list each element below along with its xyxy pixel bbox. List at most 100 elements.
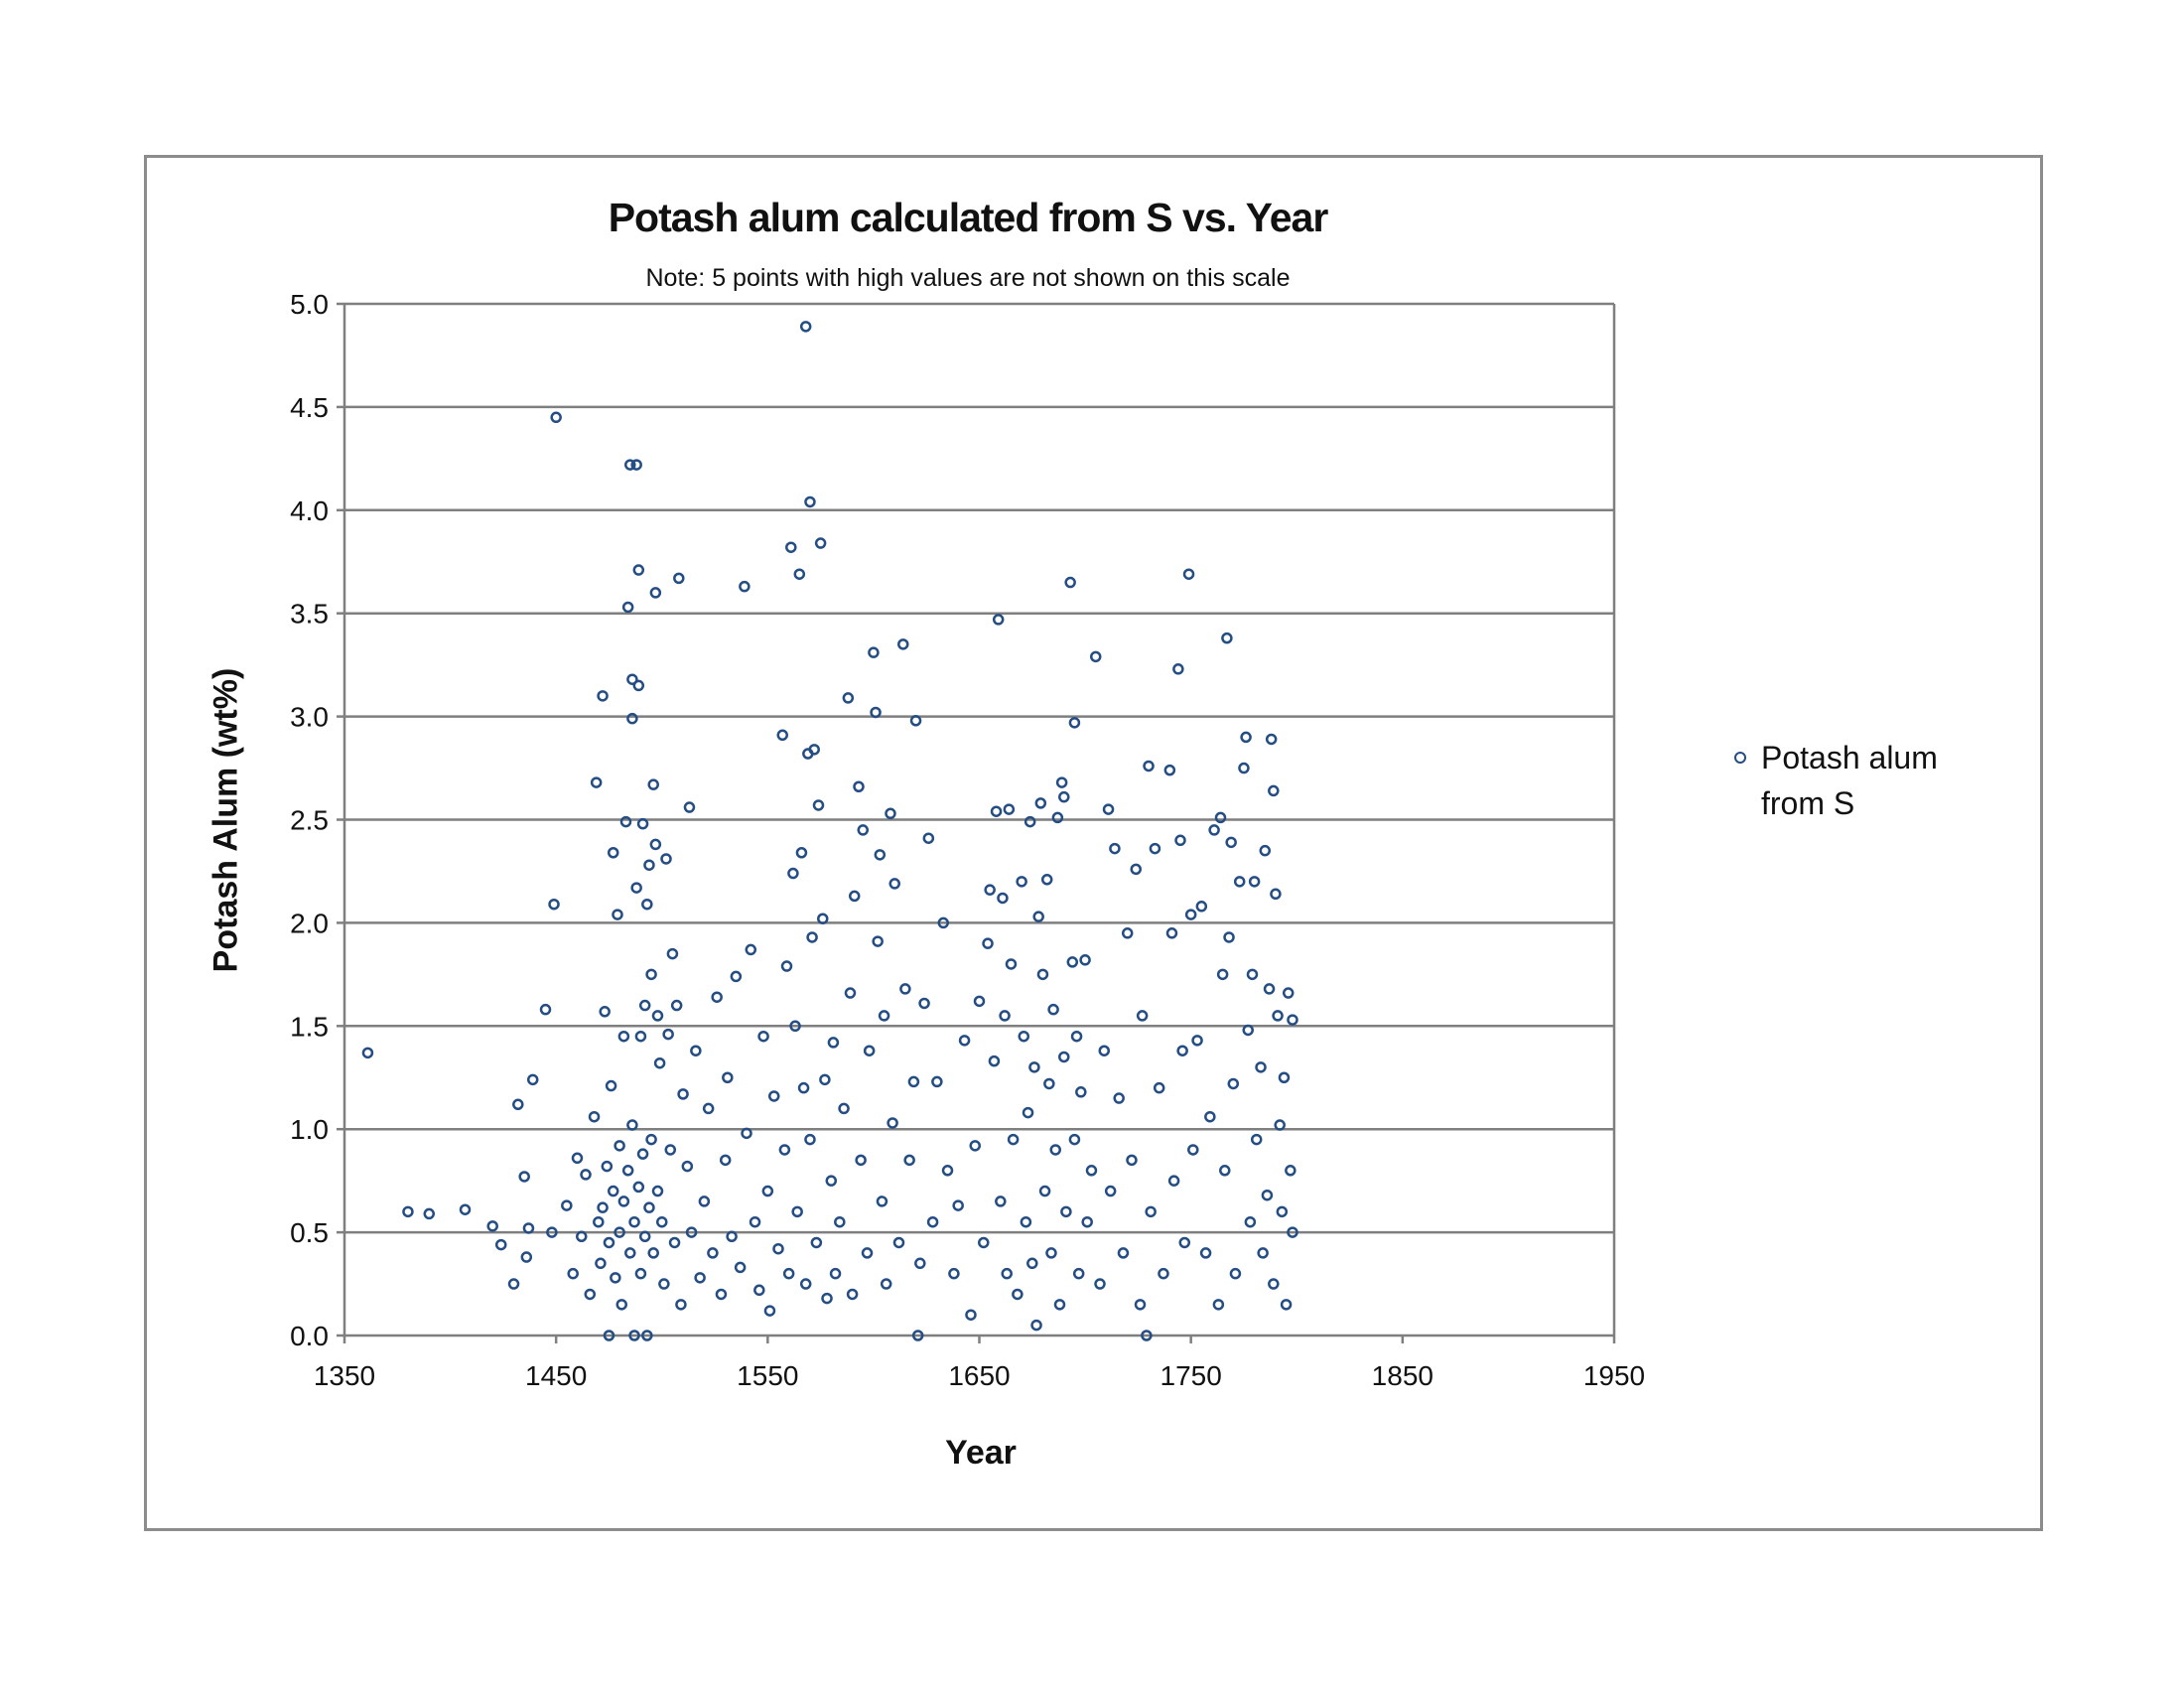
data-point: [605, 1079, 617, 1092]
legend-label: Potash alum from S: [1761, 740, 1938, 821]
data-point: [909, 715, 922, 727]
data-point: [1049, 1144, 1061, 1156]
data-point: [1072, 1267, 1085, 1280]
data-point: [1117, 1247, 1130, 1259]
data-point: [621, 601, 634, 614]
data-point: [1227, 1077, 1240, 1090]
data-point: [937, 916, 950, 929]
data-point: [789, 1020, 801, 1033]
data-point: [911, 1330, 924, 1341]
data-point: [673, 572, 685, 585]
data-point: [978, 1236, 990, 1249]
data-point: [651, 1010, 664, 1022]
data-point: [612, 909, 623, 920]
data-point: [1167, 1175, 1180, 1187]
data-point: [868, 646, 880, 658]
data-point: [1064, 576, 1076, 589]
data-point: [1040, 874, 1053, 886]
y-tick-label: 1.5: [290, 1011, 329, 1042]
data-point: [1020, 1215, 1032, 1228]
data-point: [1187, 1144, 1199, 1156]
data-point: [595, 1257, 607, 1270]
data-point: [1248, 876, 1261, 888]
data-point: [814, 537, 827, 549]
data-point: [698, 1196, 711, 1207]
data-point: [567, 1267, 579, 1280]
data-point: [1068, 717, 1081, 729]
data-point: [1098, 1045, 1111, 1056]
data-point: [1259, 844, 1272, 857]
x-tick-label: 1750: [1160, 1360, 1222, 1391]
data-point: [1089, 650, 1102, 663]
data-point: [1158, 1267, 1169, 1280]
data-point: [892, 1236, 905, 1249]
data-point: [903, 1154, 915, 1167]
data-point: [662, 1028, 674, 1041]
data-point: [741, 1127, 752, 1140]
x-tick-label: 1850: [1372, 1360, 1433, 1391]
data-point: [907, 1075, 920, 1088]
data-point: [617, 1030, 630, 1043]
data-point: [848, 890, 861, 903]
data-point: [872, 935, 884, 947]
data-point: [1079, 954, 1091, 966]
data-point: [617, 1196, 630, 1207]
data-point: [694, 1272, 706, 1284]
data-point: [584, 1288, 597, 1301]
data-point: [1212, 1299, 1225, 1311]
data-point: [1172, 663, 1184, 675]
x-tick-label: 1350: [314, 1360, 375, 1391]
data-point: [610, 1272, 621, 1284]
data-point: [808, 744, 820, 756]
data-point: [1165, 927, 1178, 939]
data-point: [931, 1075, 943, 1088]
data-point: [1058, 1051, 1070, 1063]
y-axis-label: Potash Alum (wt%): [206, 667, 245, 973]
data-point: [1176, 1045, 1188, 1056]
data-point: [745, 943, 757, 956]
data-point: [778, 1144, 791, 1156]
data-point: [607, 1185, 619, 1197]
data-point: [1191, 1035, 1203, 1047]
gridlines: [337, 302, 1616, 1343]
data-point: [402, 1205, 414, 1218]
data-point: [641, 1330, 653, 1341]
data-point: [607, 846, 619, 859]
data-point: [819, 1073, 831, 1086]
data-point: [664, 1144, 677, 1156]
data-point: [1149, 842, 1161, 855]
data-point: [459, 1203, 472, 1215]
data-point: [1223, 931, 1235, 943]
data-point: [757, 1030, 769, 1043]
data-point: [660, 853, 672, 865]
data-point: [711, 991, 723, 1003]
data-point: [999, 1010, 1011, 1022]
data-point: [730, 970, 743, 983]
data-point: [638, 1230, 651, 1243]
data-point: [948, 1267, 960, 1280]
data-point: [887, 1117, 898, 1129]
data-point: [494, 1238, 507, 1251]
y-tick-label: 4.5: [290, 392, 329, 423]
data-point: [571, 1152, 584, 1165]
data-point: [624, 459, 636, 471]
data-point: [624, 1247, 636, 1259]
chart-frame: [144, 155, 2043, 1531]
data-point: [599, 1006, 611, 1018]
data-point: [804, 1133, 816, 1146]
data-point: [763, 1305, 776, 1317]
y-tick-label: 0.0: [290, 1321, 329, 1351]
data-point: [1066, 956, 1079, 968]
data-point: [643, 859, 655, 871]
data-point: [615, 1299, 627, 1311]
data-point: [658, 1278, 670, 1290]
data-point: [1022, 1106, 1034, 1119]
y-tick-label: 4.0: [290, 495, 329, 526]
data-point: [885, 807, 896, 820]
data-point: [1163, 764, 1176, 776]
data-point: [632, 564, 645, 576]
x-tick-label: 1650: [948, 1360, 1010, 1391]
data-point: [597, 690, 609, 702]
data-point: [1102, 803, 1115, 815]
